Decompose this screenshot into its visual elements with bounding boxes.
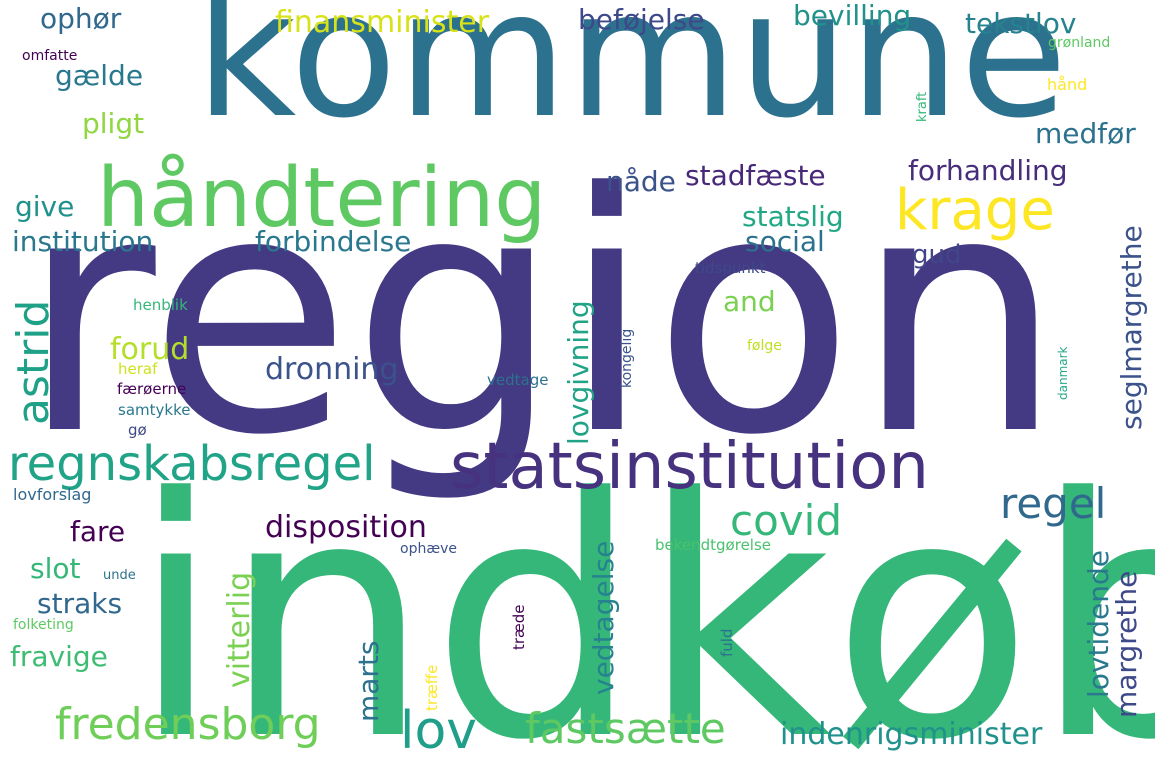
word-forbindelse: forbindelse [255, 225, 412, 258]
word-krage: krage [895, 178, 1055, 243]
word-lovtidende: lovtidende [1082, 550, 1115, 698]
word-dronning: dronning [265, 352, 399, 387]
word-social: social [745, 225, 825, 258]
word-medfor: medfør [1035, 117, 1136, 150]
word-indenrigsminister: indenrigsminister [780, 717, 1043, 752]
word-vedtagelse: vedtagelse [587, 540, 620, 695]
word-hand: hånd [1047, 75, 1088, 94]
word-lovgivning: lovgivning [562, 300, 595, 445]
word-lovforslag: lovforslag [13, 485, 92, 504]
word-traeffe: træffe [423, 664, 441, 711]
word-forud: forud [110, 332, 190, 367]
word-vedtage: vedtage [487, 371, 549, 389]
word-statsinstitution: statsinstitution [450, 430, 929, 504]
word-nade: nåde [606, 165, 676, 198]
word-stadfaeste: stadfæste [685, 159, 826, 192]
word-straks: straks [37, 587, 123, 620]
word-bevilling: bevilling [793, 0, 912, 32]
word-ophor: ophør [40, 2, 122, 35]
word-finansminister: finansminister [275, 5, 490, 40]
word-margrethe: margrethe [1110, 570, 1143, 718]
word-danmark: danmark [1056, 346, 1070, 400]
word-folketing: folketing [13, 617, 74, 633]
word-marts: marts [352, 640, 385, 722]
word-fredensborg: fredensborg [55, 699, 321, 750]
word-region: region [20, 123, 1064, 507]
word-slot: slot [30, 552, 81, 585]
word-tidspunkt: tidspunkt [695, 259, 766, 277]
word-unde: unde [103, 568, 136, 583]
word-regel: regel [1000, 479, 1107, 528]
word-gronland: grønland [1048, 35, 1111, 51]
word-kommune: kommune [195, 0, 1068, 157]
word-astrid: astrid [8, 299, 59, 425]
word-covid: covid [730, 496, 842, 545]
word-gud: gud [912, 240, 962, 270]
word-heraf: heraf [118, 360, 158, 378]
word-samtykke: samtykke [118, 401, 191, 419]
word-bekendtgorelse: bekendtgørelse [655, 536, 772, 554]
word-fastsaette: fastsætte [525, 704, 726, 753]
word-and: and [723, 285, 776, 318]
word-fare: fare [70, 515, 126, 548]
word-vitterlig: vitterlig [222, 571, 257, 688]
word-tekstlov: tekstlov [965, 7, 1077, 40]
word-faeroerne: færøerne [117, 380, 187, 398]
word-fravige: fravige [10, 640, 108, 673]
word-forhandling: forhandling [908, 154, 1068, 187]
word-kraft: kraft [915, 91, 930, 122]
word-go: gø [128, 421, 147, 439]
word-omfatte: omfatte [22, 48, 78, 64]
word-ophaeve: ophæve [400, 541, 457, 557]
word-kongelig: kongelig [619, 328, 635, 388]
word-statslig: statslig [742, 200, 844, 233]
word-give: give [15, 190, 75, 223]
word-befojelse: beføjelse [578, 3, 705, 36]
word-gaelde: gælde [55, 59, 144, 92]
word-handtering: håndtering [97, 151, 547, 246]
word-seglmargrethe: seglmargrethe [1115, 225, 1148, 430]
word-indkob: indkøb [130, 428, 1155, 770]
word-traede: træde [510, 604, 528, 650]
word-institution: institution [12, 225, 154, 258]
word-henblik: henblik [133, 296, 188, 314]
word-disposition: disposition [265, 510, 427, 545]
word-lov: lov [400, 701, 478, 761]
word-folge: følge [747, 338, 782, 354]
word-fuld: fuld [718, 628, 736, 657]
word-pligt: pligt [82, 107, 145, 140]
word-regnskabsregel: regnskabsregel [8, 436, 376, 492]
